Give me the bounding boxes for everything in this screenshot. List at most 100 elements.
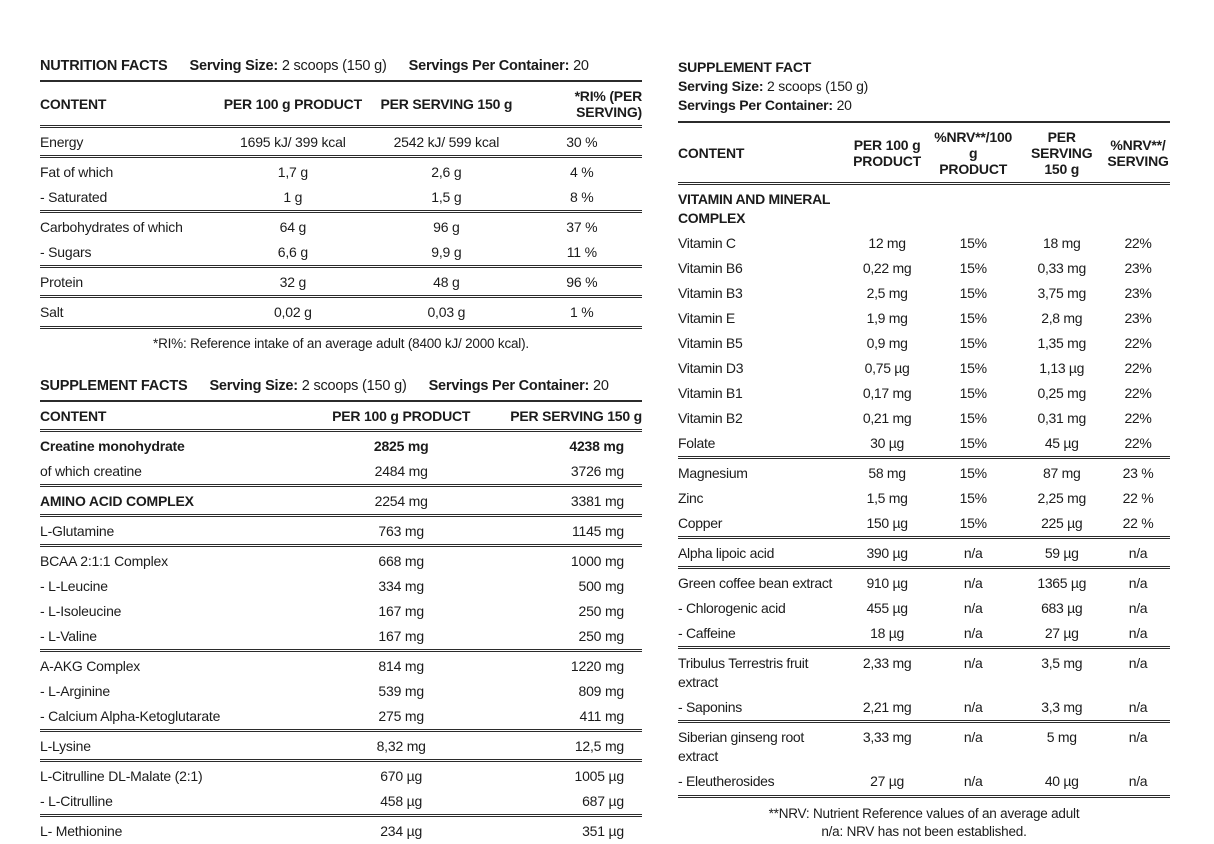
cell-per100: 1 g — [215, 185, 372, 212]
cell-name: VITAMIN AND MINERAL COMPLEX — [678, 184, 845, 232]
cell-per100: 6,6 g — [215, 240, 372, 267]
cell-serving: 2,8 mg — [1017, 306, 1106, 331]
cell-serving: 2,25 mg — [1017, 486, 1106, 511]
cell-serving: 225 µg — [1017, 511, 1106, 538]
cell-name: Vitamin B3 — [678, 281, 845, 306]
cell-nrvserv: 22% — [1106, 231, 1170, 256]
cell-name: Protein — [40, 267, 215, 297]
cell-serving: 1220 mg — [485, 651, 642, 680]
cell-serving: 3,75 mg — [1017, 281, 1106, 306]
cell-per100: 150 µg — [845, 511, 929, 538]
cell-per100: 0,02 g — [215, 297, 372, 328]
column-header: *RI% (PER SERVING) — [522, 82, 642, 127]
cell-ri: 4 % — [522, 157, 642, 186]
cell-ri: 96 % — [522, 267, 642, 297]
cell-per100: 458 µg — [317, 789, 486, 816]
cell-serving: 411 mg — [485, 704, 642, 731]
cell-nrvserv: 22 % — [1106, 486, 1170, 511]
cell-serving: 4238 mg — [485, 431, 642, 460]
cell-name: - Saturated — [40, 185, 215, 212]
cell-nrv100: 15% — [929, 331, 1018, 356]
cell-name: AMINO ACID COMPLEX — [40, 486, 317, 516]
supplement-facts-heading: SUPPLEMENT FACTS — [40, 378, 187, 394]
cell-nrv100: 15% — [929, 458, 1018, 487]
cell-nrv100: n/a — [929, 722, 1018, 770]
cell-name: of which creatine — [40, 459, 317, 486]
cell-per100: 27 µg — [845, 769, 929, 797]
cell-nrv100: n/a — [929, 538, 1018, 568]
cell-serving: 1365 µg — [1017, 568, 1106, 597]
supplement-fact-heading: SUPPLEMENT FACT — [678, 58, 1170, 77]
cell-nrv100 — [929, 184, 1018, 232]
cell-per100: 1,5 mg — [845, 486, 929, 511]
cell-per100: 12 mg — [845, 231, 929, 256]
column-header: PER SERVING 150 g — [1017, 123, 1106, 184]
column-header: CONTENT — [678, 123, 845, 184]
cell-serving: 9,9 g — [371, 240, 522, 267]
cell-serving: 96 g — [371, 212, 522, 241]
cell-per100: 2,21 mg — [845, 695, 929, 722]
cell-per100: 167 mg — [317, 599, 486, 624]
cell-serving: 12,5 mg — [485, 731, 642, 761]
cell-name: BCAA 2:1:1 Complex — [40, 546, 317, 575]
column-header: CONTENT — [40, 82, 215, 127]
cell-serving: 2542 kJ/ 599 kcal — [371, 127, 522, 157]
cell-per100: 0,75 µg — [845, 356, 929, 381]
column-header: %NRV**/100 g PRODUCT — [929, 123, 1018, 184]
cell-nrvserv: 22% — [1106, 356, 1170, 381]
servings-per-container: Servings Per Container: 20 — [409, 58, 589, 74]
cell-serving: 1000 mg — [485, 546, 642, 575]
vitamin-table-header-row: CONTENT PER 100 g PRODUCT %NRV**/100 g P… — [678, 123, 1170, 184]
column-header: CONTENT — [40, 402, 317, 431]
cell-per100: 2825 mg — [317, 431, 486, 460]
cell-nrvserv: n/a — [1106, 621, 1170, 648]
cell-nrv100: 15% — [929, 381, 1018, 406]
cell-name: Vitamin B6 — [678, 256, 845, 281]
cell-per100: 3,33 mg — [845, 722, 929, 770]
cell-name: Fat of which — [40, 157, 215, 186]
cell-serving: 250 mg — [485, 599, 642, 624]
cell-name: Siberian ginseng root extract — [678, 722, 845, 770]
cell-nrvserv: n/a — [1106, 648, 1170, 696]
servings-per-container: Servings Per Container: 20 — [429, 378, 609, 394]
cell-nrv100: 15% — [929, 231, 1018, 256]
cell-name: - L-Valine — [40, 624, 317, 651]
nutrition-facts-table: CONTENT PER 100 g PRODUCT PER SERVING 15… — [40, 82, 642, 329]
cell-serving: 683 µg — [1017, 596, 1106, 621]
cell-name: - L-Citrulline — [40, 789, 317, 816]
nutrition-facts-title: NUTRITION FACTS Serving Size: 2 scoops (… — [40, 58, 642, 82]
cell-nrvserv: n/a — [1106, 695, 1170, 722]
cell-name: L-Lysine — [40, 731, 317, 761]
cell-per100: 58 mg — [845, 458, 929, 487]
supplement-facts-table: CONTENT PER 100 g PRODUCT PER SERVING 15… — [40, 402, 642, 844]
cell-per100 — [845, 184, 929, 232]
cell-per100: 0,21 mg — [845, 406, 929, 431]
cell-nrv100: n/a — [929, 596, 1018, 621]
cell-nrvserv: 22% — [1106, 406, 1170, 431]
cell-per100: 275 mg — [317, 704, 486, 731]
cell-name: Folate — [678, 431, 845, 458]
cell-nrvserv: 23% — [1106, 281, 1170, 306]
cell-nrvserv: 23% — [1106, 306, 1170, 331]
cell-per100: 1,9 mg — [845, 306, 929, 331]
cell-serving: 1,13 µg — [1017, 356, 1106, 381]
cell-nrvserv: n/a — [1106, 722, 1170, 770]
cell-serving: 5 mg — [1017, 722, 1106, 770]
vitamin-table-title-block: SUPPLEMENT FACT Serving Size: 2 scoops (… — [678, 58, 1170, 123]
cell-nrv100: 15% — [929, 486, 1018, 511]
